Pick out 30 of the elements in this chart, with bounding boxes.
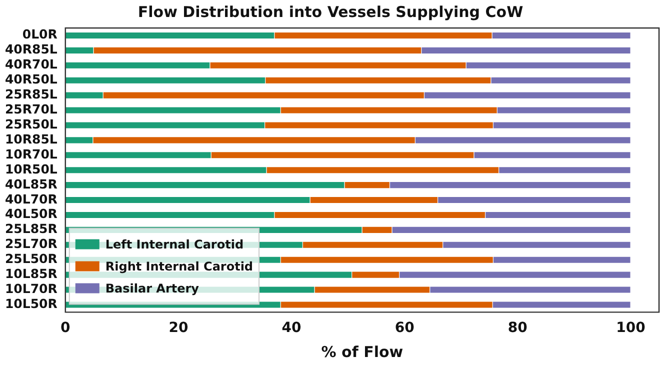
y-tick-label: 25L50R [4, 251, 58, 266]
y-tick-label: 10R50L [4, 161, 58, 176]
y-tick-label: 10L50R [4, 296, 58, 311]
y-tick-label: 0L0R [22, 26, 58, 42]
y-tick-label: 40R85L [4, 42, 58, 57]
y-tick-label: 10R85L [4, 131, 58, 146]
legend-label: Right Internal Carotid [105, 259, 254, 274]
x-axis-title: % of Flow [321, 342, 404, 361]
y-tick-label: 40L70R [4, 191, 58, 206]
y-tick-label: 25R50L [4, 116, 58, 132]
y-tick-label: 10R70L [4, 146, 58, 162]
y-tick-label: 40L50R [4, 206, 58, 222]
x-tick-label: 80 [508, 320, 528, 336]
x-tick-label: 0 [60, 320, 71, 336]
y-tick-label: 10L70R [4, 281, 58, 296]
y-tick-label: 40R70L [4, 56, 58, 72]
legend-label: Left Internal Carotid [105, 237, 244, 252]
y-tick-label: 25R85L [4, 86, 58, 102]
y-tick-label: 40L85R [4, 176, 58, 192]
y-tick-label: 10L85R [4, 266, 58, 282]
x-tick-label: 20 [168, 320, 188, 336]
y-tick-label: 25L70R [4, 236, 58, 252]
x-tick-label: 60 [394, 320, 415, 336]
x-tick-label: 40 [282, 320, 302, 336]
y-tick-label: 40R50L [4, 72, 58, 87]
y-tick-label: 25R70L [4, 102, 58, 117]
x-tick-label: 100 [616, 320, 646, 336]
y-tick-label: 25L85R [4, 221, 58, 236]
chart-title: Flow Distribution into Vessels Supplying CoW [138, 2, 524, 21]
legend-label: Basilar Artery [105, 281, 200, 296]
